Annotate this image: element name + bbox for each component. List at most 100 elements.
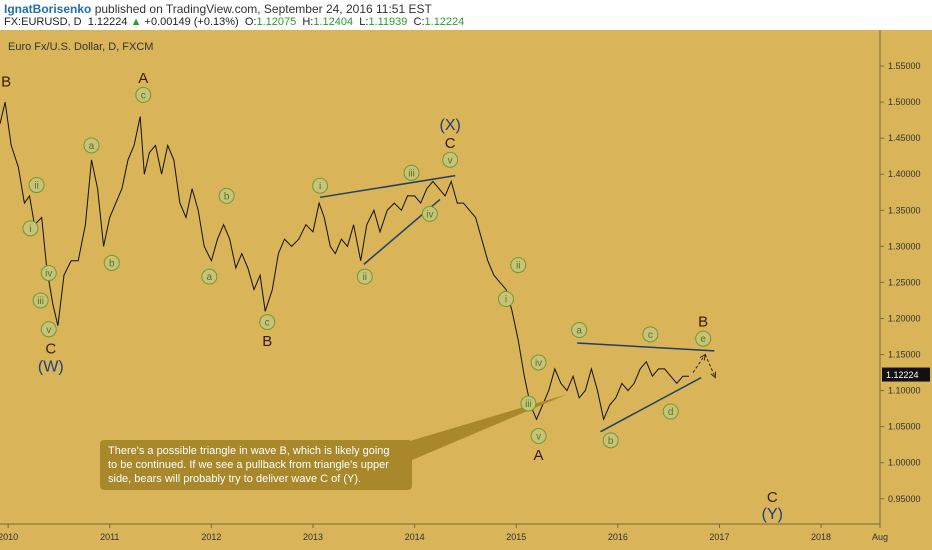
- wave-label-letter: C: [445, 135, 456, 152]
- time-tick-label: 2017: [709, 532, 729, 542]
- high-value: 1.12404: [313, 16, 354, 28]
- arrow-head-icon: [710, 371, 717, 379]
- wave-label-minor: iv: [426, 209, 433, 220]
- wave-label-minor: iii: [408, 168, 415, 179]
- wave-label-minor: a: [89, 141, 95, 152]
- wave-circle-icon: [571, 322, 588, 339]
- wave-label-minor: b: [608, 436, 614, 447]
- wave-circle-icon: [135, 86, 152, 103]
- note-text-line: There's a possible triangle in wave B, w…: [108, 445, 390, 457]
- price-tick-label: 1.00000: [888, 458, 921, 468]
- low-label: L:: [359, 16, 369, 28]
- price-tick-label: 1.20000: [888, 313, 921, 323]
- change-value: +0.00149 (+0.13%): [144, 16, 239, 28]
- price-tick-label: 1.15000: [888, 350, 921, 360]
- wave-circle-icon: [40, 321, 57, 338]
- close-value: 1.12224: [424, 16, 465, 28]
- price-tick-label: 1.50000: [888, 97, 921, 107]
- price-tick-label: 1.55000: [888, 61, 921, 71]
- wave-label-minor: i: [319, 181, 321, 192]
- wave-circle-icon: [28, 177, 45, 194]
- wave-circle-icon: [498, 290, 515, 307]
- trendline: [600, 376, 702, 433]
- wave-circle-icon: [642, 326, 659, 343]
- wave-label-letter: B: [698, 314, 708, 331]
- price-axis: 1.55000 1.50000 1.45000 1.40000 1.35000 1.300…: [879, 30, 921, 524]
- wave-circle-icon: [403, 164, 420, 181]
- wave-label-degree: (W): [38, 358, 64, 375]
- open-label: O:: [244, 16, 257, 28]
- price-tick-label: 0.95000: [888, 494, 921, 504]
- wave-label-letter: B: [1, 73, 11, 90]
- trendline: [577, 342, 715, 352]
- low-value: 1.11939: [368, 16, 408, 28]
- wave-label-letter: B: [262, 333, 272, 350]
- wave-label-minor: iii: [37, 296, 44, 307]
- author-link[interactable]: IgnatBorisenko: [4, 2, 92, 16]
- wave-circle-icon: [662, 403, 679, 420]
- wave-label-letter: A: [138, 70, 148, 87]
- symbol-label: FX:EURUSD, D: [4, 16, 82, 28]
- last-price-text: 1.12224: [886, 370, 919, 380]
- wave-label-minor: b: [224, 191, 230, 202]
- price-tick-label: 1.30000: [888, 241, 921, 251]
- wave-circle-icon: [83, 137, 100, 154]
- last-price: 1.12224: [87, 16, 128, 28]
- projection-segment: [704, 354, 716, 378]
- wave-circle-icon: [259, 314, 276, 331]
- wave-circle-icon: [510, 257, 527, 274]
- ohlc-line: FX:EURUSD, D 1.12224 ▲ +0.00149 (+0.13%)…: [4, 16, 464, 28]
- time-tick-label: 2013: [303, 532, 323, 542]
- time-tick-label: 2015: [506, 532, 526, 542]
- wave-label-minor: v: [536, 432, 541, 443]
- wave-labels: B AcaiiiiviiivC(W)bbacBiiiiiiivvC(X)iiiiv…: [1, 70, 783, 523]
- wave-label-minor: b: [109, 258, 115, 269]
- last-price-badge: [882, 367, 930, 382]
- time-tick-label: 2014: [405, 532, 425, 542]
- projection-segment: [692, 354, 706, 373]
- wave-label-minor: i: [505, 294, 507, 305]
- wave-circle-icon: [520, 395, 537, 412]
- wave-circle-icon: [530, 428, 547, 445]
- wave-circle-icon: [602, 432, 619, 449]
- note-text-line: to be continued. If we see a pullback fr…: [108, 459, 389, 471]
- wave-label-minor: d: [668, 407, 674, 418]
- time-tick-label: 2010: [0, 532, 18, 542]
- wave-label-degree: (Y): [762, 506, 783, 523]
- wave-label-minor: v: [448, 155, 453, 166]
- projection-path: [692, 353, 717, 379]
- wave-label-minor: c: [265, 318, 270, 329]
- price-tick-label: 1.40000: [888, 169, 921, 179]
- wave-label-letter: A: [534, 447, 544, 464]
- wave-circle-icon: [32, 292, 49, 309]
- price-series: [0, 101, 689, 422]
- price-tick-label: 1.10000: [888, 386, 921, 396]
- wave-circle-icon: [530, 354, 547, 371]
- wave-circle-icon: [695, 330, 712, 347]
- wave-label-minor: ii: [363, 272, 367, 283]
- published-text: published on TradingView.com, September …: [94, 2, 432, 16]
- chart-header: IgnatBorisenko published on TradingView.…: [0, 0, 932, 30]
- time-tick-label: 2011: [100, 532, 119, 542]
- wave-label-minor: e: [700, 334, 706, 345]
- trendline: [319, 174, 456, 199]
- wave-circle-icon: [356, 268, 373, 285]
- wave-label-minor: iii: [525, 399, 532, 410]
- last-price-tag: 1.12224: [882, 367, 930, 382]
- time-tick-label: 2012: [201, 532, 221, 542]
- wave-circle-icon: [218, 187, 235, 204]
- wave-circle-icon: [421, 205, 438, 222]
- price-tick-label: 1.35000: [888, 205, 921, 215]
- price-tick-label: 1.25000: [888, 277, 921, 287]
- wave-label-degree: (X): [439, 117, 460, 134]
- wave-label-minor: iv: [535, 358, 542, 369]
- chart-title: Euro Fx/U.S. Dollar, D, FXCM: [8, 41, 153, 53]
- up-arrow-icon: ▲: [130, 16, 142, 28]
- wave-label-minor: c: [141, 90, 146, 101]
- time-tick-label: 2016: [608, 532, 628, 542]
- time-tick-label: 2018: [811, 532, 831, 542]
- wave-label-minor: iv: [45, 269, 52, 280]
- wave-label-letter: C: [767, 489, 778, 506]
- price-chart[interactable]: 1.55000 1.50000 1.45000 1.40000 1.35000 1.300…: [0, 30, 932, 550]
- wave-circle-icon: [103, 254, 120, 271]
